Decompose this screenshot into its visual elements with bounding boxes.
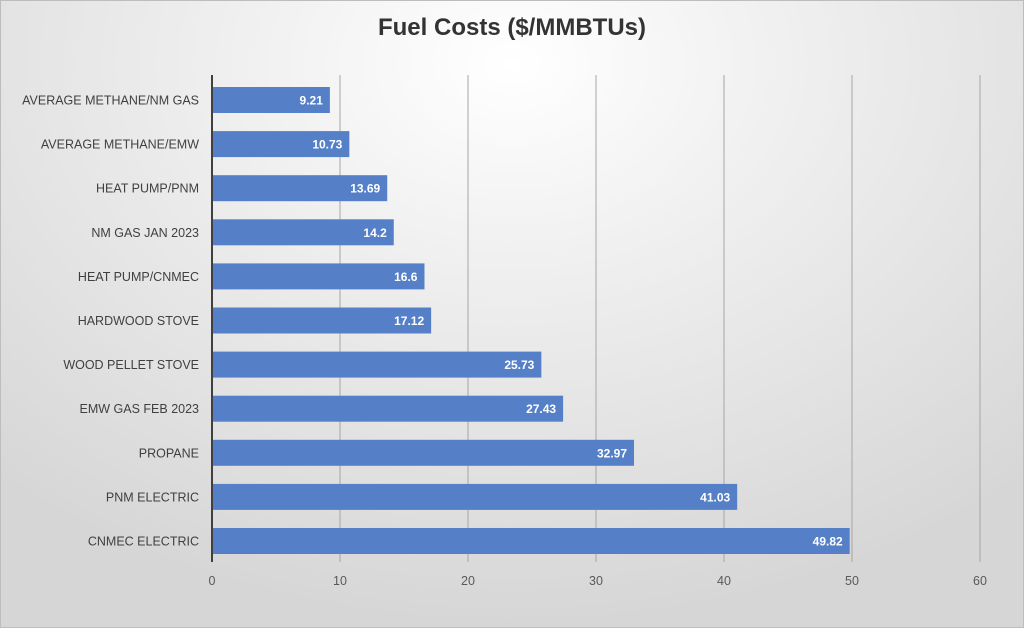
- bar: [212, 351, 542, 378]
- bar: [212, 219, 394, 246]
- category-label: AVERAGE METHANE/EMW: [41, 138, 199, 152]
- x-tick-label: 0: [209, 574, 216, 588]
- data-label: 14.2: [363, 226, 387, 240]
- bar: [212, 395, 564, 422]
- bar: [212, 175, 388, 202]
- x-tick-label: 30: [589, 574, 603, 588]
- data-label: 16.6: [394, 270, 418, 284]
- bar: [212, 131, 350, 158]
- category-label: PROPANE: [139, 446, 199, 460]
- category-label: PNM ELECTRIC: [106, 490, 199, 504]
- x-tick-label: 40: [717, 574, 731, 588]
- x-tick-label: 10: [333, 574, 347, 588]
- data-label: 10.73: [312, 138, 342, 152]
- bar: [212, 87, 330, 113]
- bar: [212, 439, 635, 466]
- category-label: HARDWOOD STOVE: [78, 314, 199, 328]
- category-label: HEAT PUMP/PNM: [96, 182, 199, 196]
- bar: [212, 263, 425, 290]
- category-label: EMW GAS FEB 2023: [80, 402, 200, 416]
- category-label: AVERAGE METHANE/NM GAS: [22, 94, 199, 108]
- category-label: CNMEC ELECTRIC: [88, 535, 199, 549]
- chart-title: Fuel Costs ($/MMBTUs): [377, 14, 646, 41]
- data-label: 32.97: [597, 446, 627, 460]
- category-label: WOOD PELLET STOVE: [63, 358, 199, 372]
- data-label: 25.73: [504, 358, 534, 372]
- category-label: HEAT PUMP/CNMEC: [78, 270, 199, 284]
- data-label: 49.82: [813, 535, 843, 549]
- data-label: 27.43: [526, 402, 556, 416]
- data-label: 13.69: [350, 182, 380, 196]
- bar: [212, 307, 432, 334]
- category-label: NM GAS JAN 2023: [91, 226, 199, 240]
- x-tick-label: 20: [461, 574, 475, 588]
- data-label: 17.12: [394, 314, 424, 328]
- x-tick-label: 60: [973, 574, 987, 588]
- x-tick-label: 50: [845, 574, 859, 588]
- data-label: 41.03: [700, 490, 730, 504]
- bar: [212, 528, 850, 554]
- bar: [212, 483, 738, 510]
- data-label: 9.21: [300, 94, 324, 108]
